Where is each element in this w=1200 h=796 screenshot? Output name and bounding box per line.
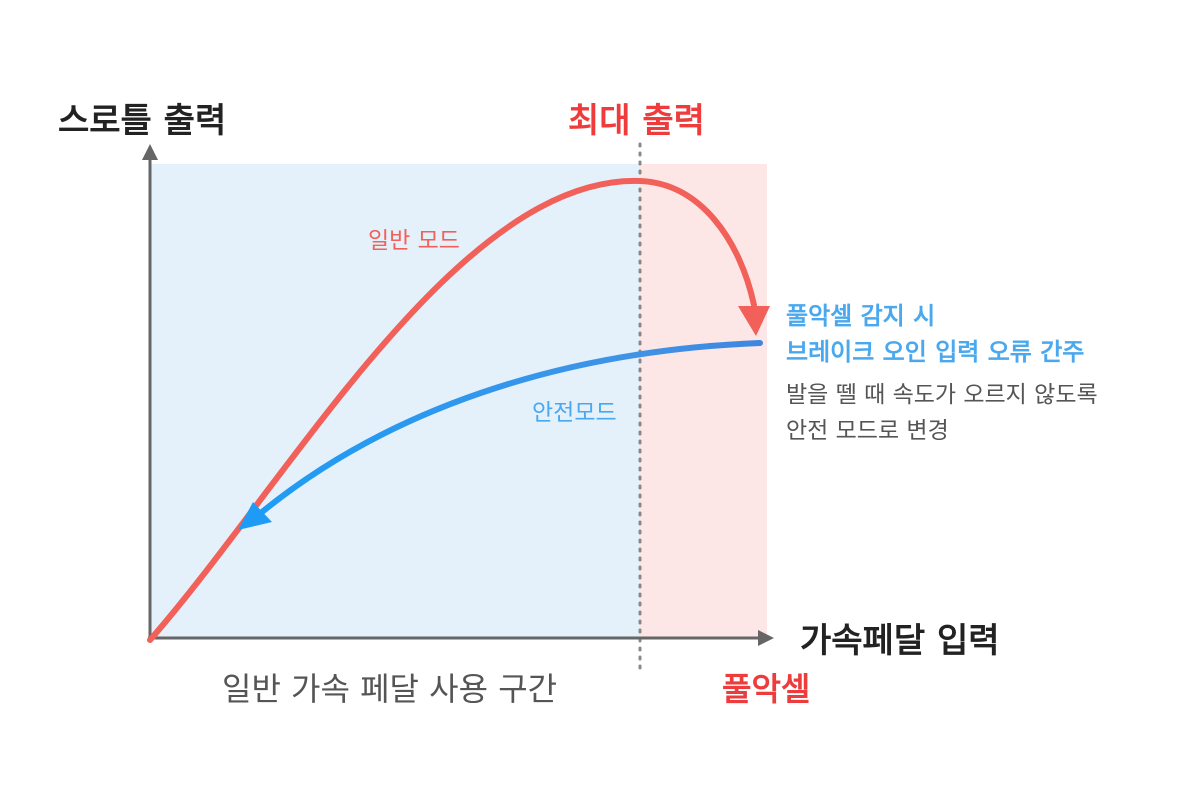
normal-zone-label: 일반 가속 페달 사용 구간 (222, 670, 557, 708)
safe-mode-curve (259, 340, 763, 515)
safe-curve-arrowhead-icon (238, 502, 272, 530)
annotation-line-4: 안전 모드로 변경 (786, 418, 949, 444)
max-output-label: 최대 출력 (568, 101, 705, 141)
y-axis-arrow-icon (142, 144, 158, 160)
misapplication-zone (640, 164, 767, 638)
normal-zone (150, 164, 640, 638)
x-axis-arrow-icon (758, 630, 774, 646)
annotation-line-3: 발을 뗄 때 속도가 오르지 않도록 (786, 382, 1098, 408)
normal-mode-curve (147, 177, 757, 643)
safe-mode-label: 안전모드 (532, 400, 617, 426)
y-axis-title: 스로틀 출력 (58, 101, 226, 141)
annotation-line-2: 브레이크 오인 입력 오류 간주 (786, 338, 1084, 366)
x-axis-title: 가속페달 입력 (800, 621, 1000, 661)
normal-curve-arrowhead-icon (738, 306, 770, 336)
annotation-line-1: 풀악셀 감지 시 (786, 302, 935, 330)
misapplication-zone-label: 풀악셀 (722, 670, 810, 708)
normal-mode-label: 일반 모드 (368, 228, 460, 254)
